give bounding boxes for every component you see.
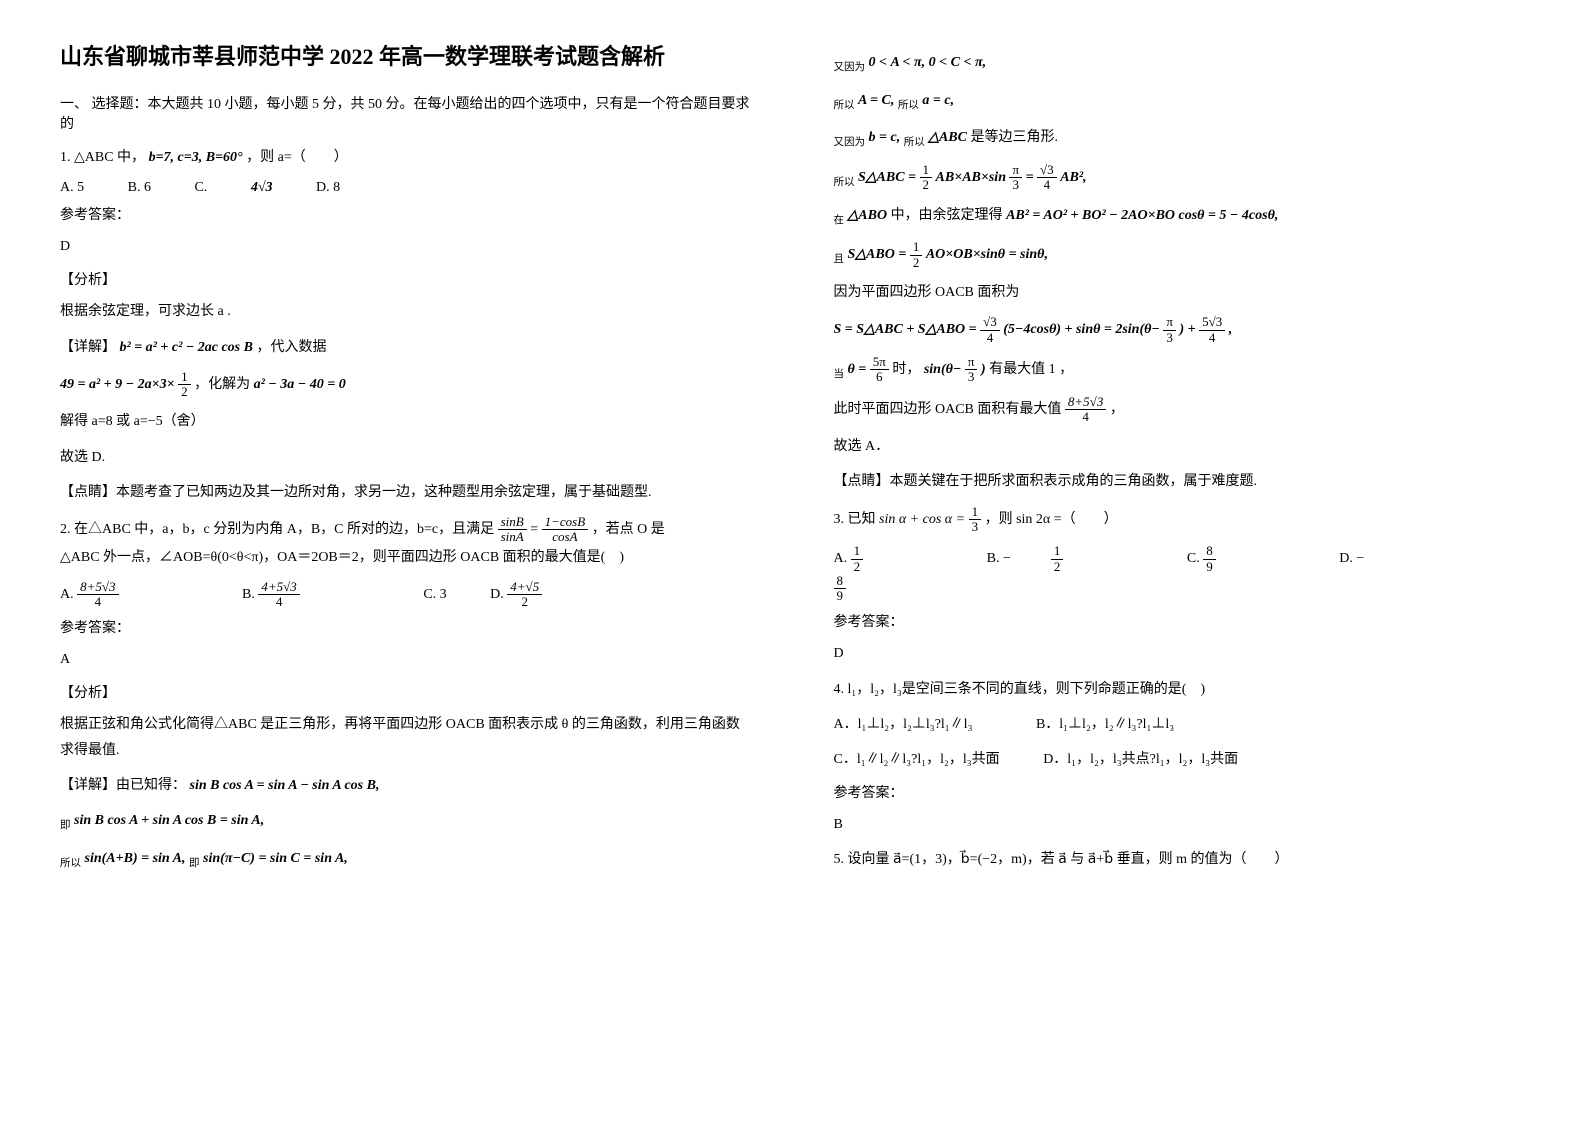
r-l7: 因为平面四边形 OACB 面积为 — [834, 280, 1528, 305]
q4-optB: B．l₁⊥l₂，l₂∥l₃?l₁⊥l₃ — [1036, 717, 1174, 732]
q2-analysis: 根据正弦和角公式化简得△ABC 是正三角形，再将平面四边形 OACB 面积表示成… — [60, 712, 754, 762]
q2-detail-3: 所以 sin(A+B) = sin A, 即 sin(π−C) = sin C … — [60, 846, 754, 874]
q3-optA: A. 12 — [834, 551, 944, 566]
r-l3: 又因为 b = c, 所以 △ABC 是等边三角形. — [834, 125, 1528, 153]
q2-detail-1: 【详解】由已知得： sin B cos A = sin A − sin A co… — [60, 773, 754, 798]
q4-optD: D．l₁，l₂，l₃共点?l₁，l₂，l₃共面 — [1043, 752, 1238, 767]
right-column: 又因为 0 < A < π, 0 < C < π, 所以 A = C, 所以 a… — [834, 40, 1528, 883]
q2-optC: C. 3 — [423, 587, 446, 602]
r-l2: 所以 A = C, 所以 a = c, — [834, 88, 1528, 116]
q2-optA: A. 8+5√34 — [60, 587, 202, 602]
r-l6: 且 S△ABO = 12 AO×OB×sinθ = sinθ, — [834, 240, 1528, 270]
q1-analysis-label: 【分析】 — [60, 269, 754, 289]
left-column: 山东省聊城市莘县师范中学 2022 年高一数学理联考试题含解析 一、 选择题：本… — [60, 40, 754, 883]
q4-optA: A．l₁⊥l₂，l₂⊥l₃?l₁∥l₃ — [834, 717, 973, 732]
q4-ans-label: 参考答案： — [834, 782, 1528, 802]
q3-ans-label: 参考答案： — [834, 611, 1528, 631]
r-l10: 此时平面四边形 OACB 面积有最大值 8+5√34 ， — [834, 395, 1528, 425]
q1-choice: 故选 D. — [60, 445, 754, 470]
r-l5: 在 △ABO 中，由余弦定理得 AB² = AO² + BO² − 2AO×BO… — [834, 203, 1528, 231]
q1-detail-2: 49 = a² + 9 − 2a×3× 1 2 ，化解为 a² − 3a − 4… — [60, 370, 754, 400]
q3-stem: 3. 已知 sin α + cos α = 13 ，则 sin 2α =（ ） — [834, 505, 1528, 535]
q2-options: A. 8+5√34 B. 4+5√34 C. 3 D. 4+√52 — [60, 580, 754, 610]
q1-frac: 1 2 — [178, 370, 191, 400]
q4-row2: C．l₁∥l₂∥l₃?l₁，l₂，l₃共面 D．l₁，l₂，l₃共点?l₁，l₂… — [834, 747, 1528, 772]
q1-stem-prefix: 1. △ABC 中， — [60, 150, 145, 165]
q5-stem: 5. 设向量 a⃗=(1，3)，b⃗=(−2，m)，若 a⃗ 与 a⃗+b⃗ 垂… — [834, 847, 1528, 872]
q1-ans-label: 参考答案： — [60, 204, 754, 224]
q2-optB: B. 4+5√34 — [242, 587, 383, 602]
q3-options: A. 12 B. −12 C. 89 D. −89 — [834, 544, 1528, 603]
q1-optC: C. 4√3 — [194, 180, 276, 195]
q4-ans: B — [834, 812, 1528, 837]
q1-cond: b=7, c=3, B=60° — [149, 150, 243, 165]
r-l9: 当 θ = 5π6 时， sin(θ− π3 ) 有最大值 1 ， — [834, 355, 1528, 385]
q1-options: A. 5 B. 6 C. 4√3 D. 8 — [60, 180, 754, 196]
q1-stem: 1. △ABC 中， b=7, c=3, B=60° ，则 a=（ ） — [60, 145, 754, 170]
section-heading: 一、 选择题：本大题共 10 小题，每小题 5 分，共 50 分。在每小题给出的… — [60, 93, 754, 133]
q1-optA: A. 5 — [60, 180, 84, 195]
q1-ans: D — [60, 234, 754, 259]
q2-stem: 2. 在△ABC 中，a，b，c 分别为内角 A，B，C 所对的边，b=c，且满… — [60, 515, 754, 570]
q2-frac2: 1−cosB cosA — [542, 515, 589, 545]
q1-optB: B. 6 — [128, 180, 151, 195]
q3-ans: D — [834, 641, 1528, 666]
q1-hint: 【点睛】本题考查了已知两边及其一边所对角，求另一边，这种题型用余弦定理，属于基础… — [60, 480, 754, 505]
q3-optC: C. 89 — [1187, 551, 1296, 566]
q4-row1: A．l₁⊥l₂，l₂⊥l₃?l₁∥l₃ B．l₁⊥l₂，l₂∥l₃?l₁⊥l₃ — [834, 712, 1528, 737]
r-l1: 又因为 0 < A < π, 0 < C < π, — [834, 50, 1528, 78]
q3-optB: B. −12 — [987, 551, 1144, 566]
q1-detail-1: 【详解】 b² = a² + c² − 2ac cos B ，代入数据 — [60, 335, 754, 360]
q1-stem-suffix: ，则 a=（ ） — [246, 150, 348, 165]
q4-stem: 4. l₁，l₂，l₃是空间三条不同的直线，则下列命题正确的是( ) — [834, 677, 1528, 702]
r-l11: 故选 A． — [834, 434, 1528, 459]
q2-ans-label: 参考答案： — [60, 617, 754, 637]
r-l8: S = S△ABC + S△ABO = √34 (5−4cosθ) + sinθ… — [834, 315, 1528, 345]
q2-ans: A — [60, 647, 754, 672]
q1-analysis: 根据余弦定理，可求边长 a . — [60, 299, 754, 324]
q1-result: 解得 a=8 或 a=−5（舍） — [60, 409, 754, 434]
q2-analysis-label: 【分析】 — [60, 682, 754, 702]
q4-optC: C．l₁∥l₂∥l₃?l₁，l₂，l₃共面 — [834, 752, 1000, 767]
r-l4: 所以 S△ABC = 12 AB×AB×sin π3 = √34 AB², — [834, 163, 1528, 193]
q2-optD: D. 4+√52 — [490, 587, 622, 602]
q1-optD: D. 8 — [316, 180, 340, 195]
r-hint: 【点睛】本题关键在于把所求面积表示成角的三角函数，属于难度题. — [834, 469, 1528, 494]
doc-title: 山东省聊城市莘县师范中学 2022 年高一数学理联考试题含解析 — [60, 40, 754, 73]
q2-frac1: sinB sinA — [498, 515, 527, 545]
q2-detail-2: 即 sin B cos A + sin A cos B = sin A, — [60, 808, 754, 836]
